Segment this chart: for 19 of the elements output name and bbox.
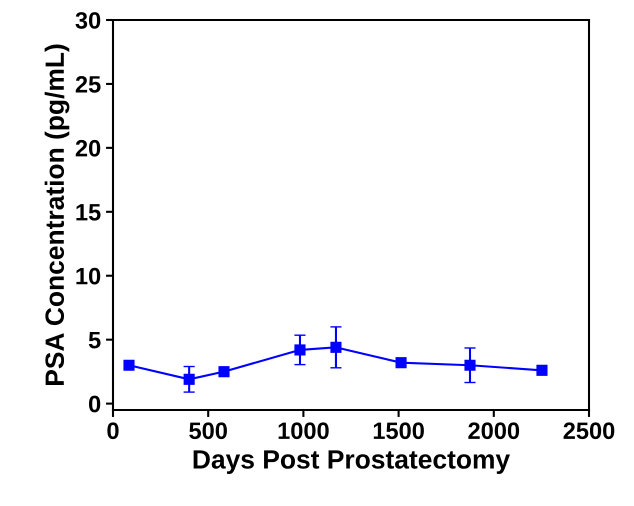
y-tick-label: 10 [76,268,100,285]
point [123,360,135,371]
y-tick-label: 5 [88,332,101,348]
x-tick-label: 2500 [564,422,614,440]
y-tick-label: 30 [75,12,100,29]
y-tick-label: 0 [89,396,100,412]
y-tick-label: 20 [76,140,100,157]
point [396,357,407,368]
x-tick-label: 1000 [278,422,329,440]
y-tick-label: 15 [76,204,101,221]
x-axis-title: Days Post Prostatectomy [194,450,510,474]
x-tick-label: 500 [189,422,227,440]
x-tick-label: 2000 [468,422,520,440]
y-axis-title: PSA Concentration (pg/mL) [44,44,70,385]
y-tick-label: 25 [76,76,101,93]
x-tick-label: 1500 [374,422,424,440]
point [218,366,230,378]
point [536,364,548,376]
x-tick-label: 0 [107,422,119,440]
